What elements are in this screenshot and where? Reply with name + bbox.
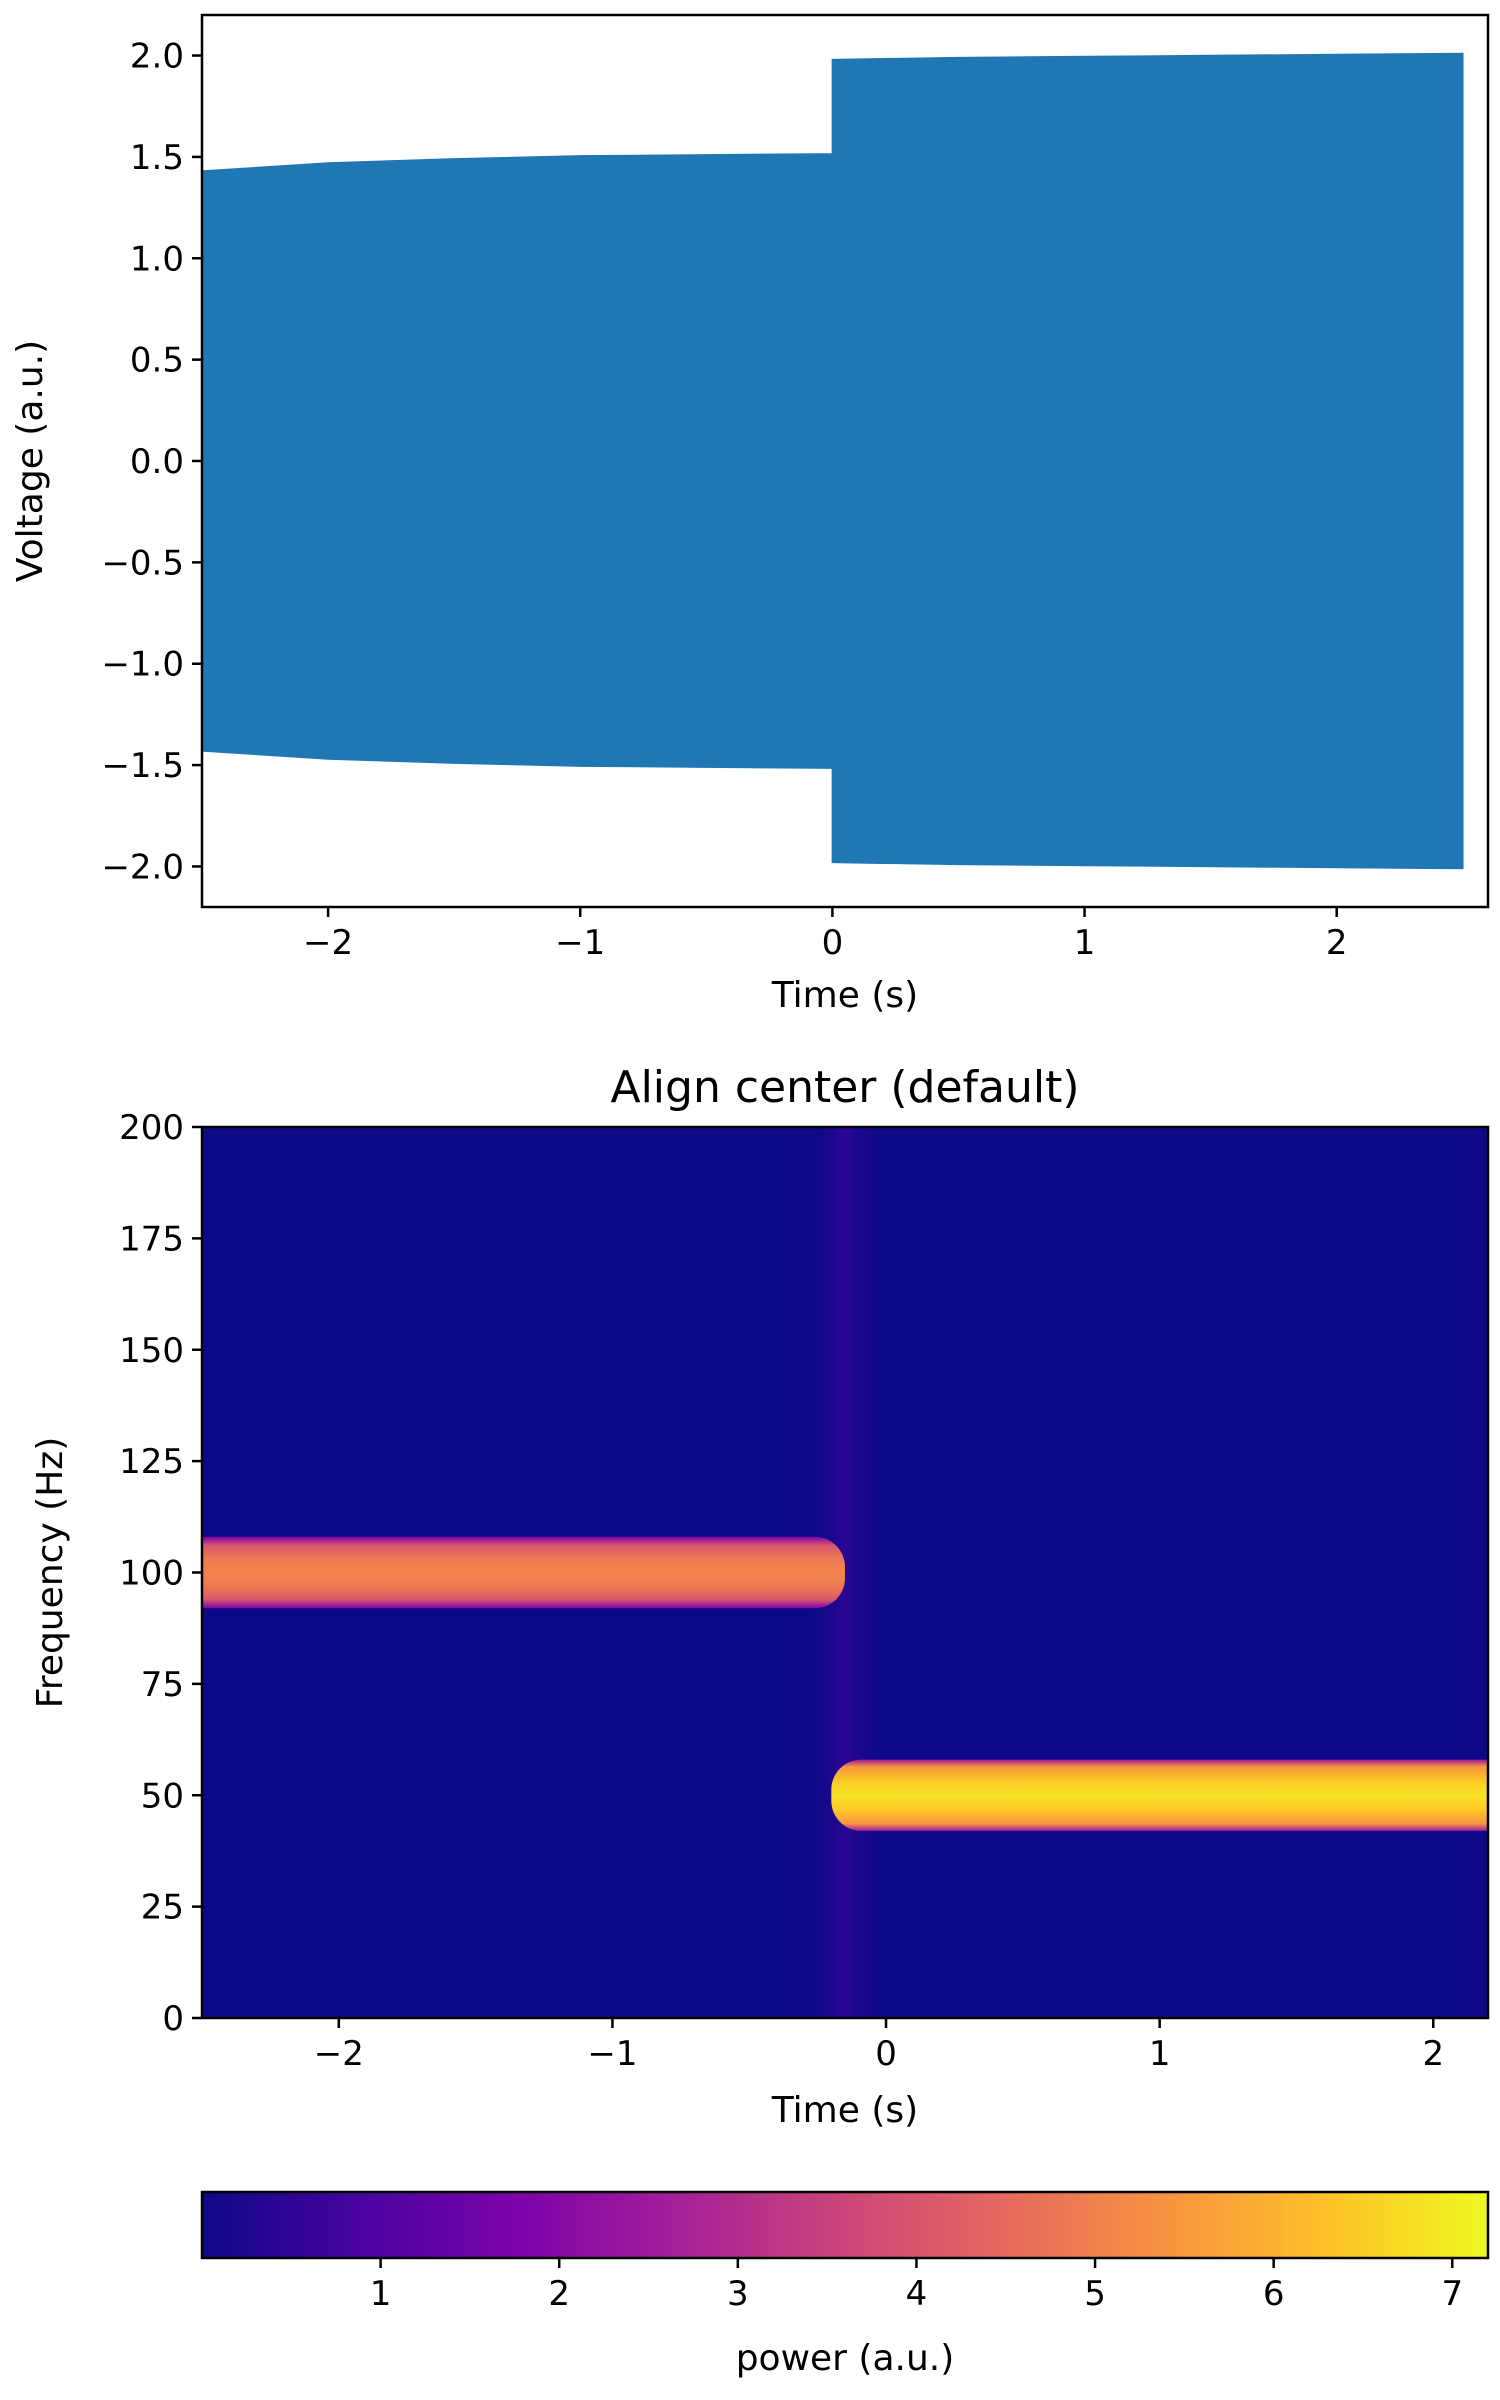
voltage-x-tick-label: −2 — [303, 923, 353, 963]
spectrogram-title: Align center (default) — [610, 1062, 1079, 1113]
voltage-x-tick-label: 2 — [1326, 923, 1348, 963]
voltage-x-tick-label: −1 — [555, 923, 605, 963]
voltage-y-tick-label: 0.5 — [130, 341, 184, 381]
voltage-x-ticks: −2 −1 0 1 2 — [303, 907, 1348, 963]
spectrogram-y-tick-label: 50 — [141, 1776, 184, 1816]
spectrogram-x-tick-label: 1 — [1149, 2034, 1171, 2074]
colorbar-gradient — [202, 2192, 1488, 2258]
spectrogram-x-tick-label: −1 — [587, 2034, 637, 2074]
spectrogram-y-tick-label: 100 — [119, 1554, 184, 1594]
voltage-y-tick-label: −1.5 — [101, 746, 184, 786]
voltage-y-tick-label: 0.0 — [130, 442, 184, 482]
voltage-y-tick-label: 2.0 — [130, 37, 184, 77]
spectrogram-y-ticks: 200 175 150 125 100 75 50 25 0 — [119, 1108, 202, 2039]
spectrogram-x-axis-label: Time (s) — [771, 2090, 918, 2131]
colorbar-label: power (a.u.) — [736, 2338, 955, 2379]
colorbar-ticks: 1 2 3 4 5 6 7 — [370, 2258, 1463, 2314]
colorbar-tick-label: 7 — [1441, 2274, 1463, 2314]
voltage-x-tick-label: 1 — [1074, 923, 1096, 963]
colorbar-tick-label: 4 — [906, 2274, 928, 2314]
colorbar-tick-label: 2 — [548, 2274, 570, 2314]
spectrogram-y-tick-label: 25 — [141, 1888, 184, 1928]
voltage-y-tick-label: −2.0 — [101, 847, 184, 887]
colorbar: 1 2 3 4 5 6 7 power (a.u.) — [200, 2190, 1490, 2379]
voltage-y-ticks: 2.0 1.5 1.0 0.5 0.0 −0.5 −1.0 −1.5 −2.0 — [101, 37, 202, 887]
spectrogram-band-100hz — [202, 1536, 845, 1609]
spectrogram-x-tick-label: −2 — [314, 2034, 364, 2074]
voltage-y-axis-label: Voltage (a.u.) — [10, 340, 51, 582]
spectrogram-y-axis-label: Frequency (Hz) — [30, 1437, 71, 1708]
spectrogram-x-tick-label: 2 — [1422, 2034, 1444, 2074]
voltage-y-tick-label: 1.5 — [130, 138, 184, 178]
voltage-x-tick-label: 0 — [822, 923, 844, 963]
spectrogram-y-tick-label: 125 — [119, 1442, 184, 1482]
voltage-x-axis-label: Time (s) — [771, 975, 918, 1016]
spectrogram-image — [202, 1127, 1488, 2018]
voltage-chart: −2 −1 0 1 2 2.01.51.00.50.0−0.5−1.0−1.5−2.0 … — [10, 13, 1490, 1016]
spectrogram-x-tick-label: 0 — [875, 2034, 897, 2074]
spectrogram-y-tick-label: 75 — [141, 1665, 184, 1705]
colorbar-tick-label: 5 — [1084, 2274, 1106, 2314]
spectrogram-y-tick-label: 200 — [119, 1108, 184, 1148]
colorbar-tick-label: 3 — [727, 2274, 749, 2314]
voltage-y-tick-label: −0.5 — [101, 543, 184, 583]
colorbar-tick-label: 6 — [1263, 2274, 1285, 2314]
spectrogram-x-ticks: −2 −1 0 1 2 — [314, 2018, 1444, 2074]
spectrogram-y-tick-label: 0 — [162, 1999, 184, 2039]
colorbar-frame — [200, 2190, 1490, 2260]
spectrogram-chart: Align center (default) −2 −1 0 1 2 200 175 150… — [30, 1062, 1490, 2131]
voltage-y-tick-label: −1.0 — [101, 645, 184, 685]
spectrogram-y-tick-label: 175 — [119, 1219, 184, 1259]
voltage-signal-area — [201, 52, 1464, 870]
spectrogram-band-50hz — [831, 1759, 1488, 1831]
spectrogram-y-tick-label: 150 — [119, 1331, 184, 1371]
voltage-y-tick-label: 1.0 — [130, 239, 184, 279]
colorbar-tick-label: 1 — [370, 2274, 392, 2314]
